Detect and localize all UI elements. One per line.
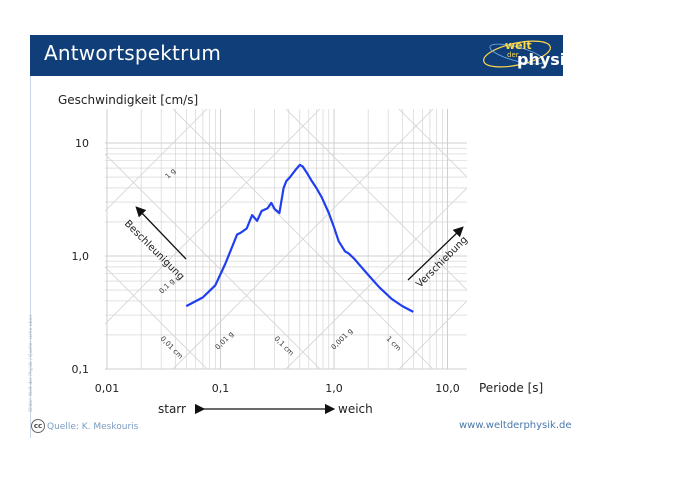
diag-label-0-1cm: 0,1 cm	[273, 335, 296, 358]
diag-label-1cm: 1 cm	[385, 335, 403, 353]
x-tick-label: 0,1	[212, 382, 230, 395]
diag-label-0-01cm: 0,01 cm	[159, 335, 185, 361]
left-divider	[30, 76, 31, 438]
diagonal-displacement-line	[0, 109, 114, 389]
spectrum-curve	[185, 163, 414, 313]
title-banner: Antwortspektrum welt der physik	[30, 35, 576, 76]
vertical-credit: Bilder: Welt der Physik / Quelle: siehe …	[29, 314, 34, 412]
page-title: Antwortspektrum	[44, 41, 222, 65]
diagonal-grid	[0, 89, 700, 389]
chart-grid	[105, 109, 467, 370]
diagonal-displacement-line	[0, 109, 1, 389]
x-axis-label: Periode [s]	[479, 381, 543, 395]
diagonal-displacement-line	[105, 153, 321, 369]
x-tick-labels: 0,01 0,1 1,0 10,0	[95, 382, 460, 395]
soft-label: weich	[338, 402, 373, 416]
diagonal-acceleration-line	[105, 109, 208, 212]
y-tick-label: 10	[75, 137, 89, 150]
y-tick-label: 1,0	[72, 250, 90, 263]
source-text: Quelle: K. Meskouris	[47, 422, 139, 432]
logo-text-welt: welt	[505, 39, 532, 52]
logo-text-physik: physik	[517, 50, 576, 69]
diagonal-acceleration-line	[625, 89, 700, 369]
cc-icon: cc	[31, 419, 45, 433]
diagonal-acceleration-line	[172, 109, 434, 369]
diagonal-displacement-line	[105, 266, 208, 369]
diagonal-acceleration-line	[0, 89, 1, 369]
diagonal-acceleration-line	[398, 300, 467, 369]
logo-swirl-icon	[483, 40, 551, 68]
diag-label-0-01g: 0,01 g	[214, 330, 235, 351]
displacement-arrow	[407, 226, 464, 281]
x-tick-label: 10,0	[435, 382, 460, 395]
diag-label-0-1g: 0,1 g	[158, 277, 176, 295]
weltderphysik-logo: welt der physik	[473, 36, 576, 75]
y-tick-labels: 0,1 1,0 10	[72, 137, 90, 376]
diag-label-0-001g: 0,001 g	[330, 327, 355, 352]
diagonal-acceleration-line	[105, 109, 321, 325]
y-tick-label: 0,1	[72, 363, 90, 376]
x-tick-label: 1,0	[325, 382, 343, 395]
diagonal-displacement-line	[398, 109, 467, 178]
y-axis-label: Geschwindigkeit [cm/s]	[58, 93, 198, 107]
acceleration-label: Beschleunigung	[122, 218, 186, 282]
diagonal-displacement-line	[285, 109, 467, 291]
diagonal-displacement-line	[512, 109, 700, 389]
diagonal-acceleration-line	[512, 89, 700, 369]
website-link[interactable]: www.weltderphysik.de	[459, 420, 572, 431]
stiff-label: starr	[158, 402, 186, 416]
logo-text-der: der	[507, 51, 519, 59]
x-tick-label: 0,01	[95, 382, 120, 395]
diagonal-displacement-line	[625, 109, 700, 389]
acceleration-arrow	[135, 206, 187, 260]
diagonal-acceleration-line	[285, 187, 467, 369]
diagonal-acceleration-line	[0, 89, 114, 369]
diagonal-displacement-line	[172, 109, 434, 369]
